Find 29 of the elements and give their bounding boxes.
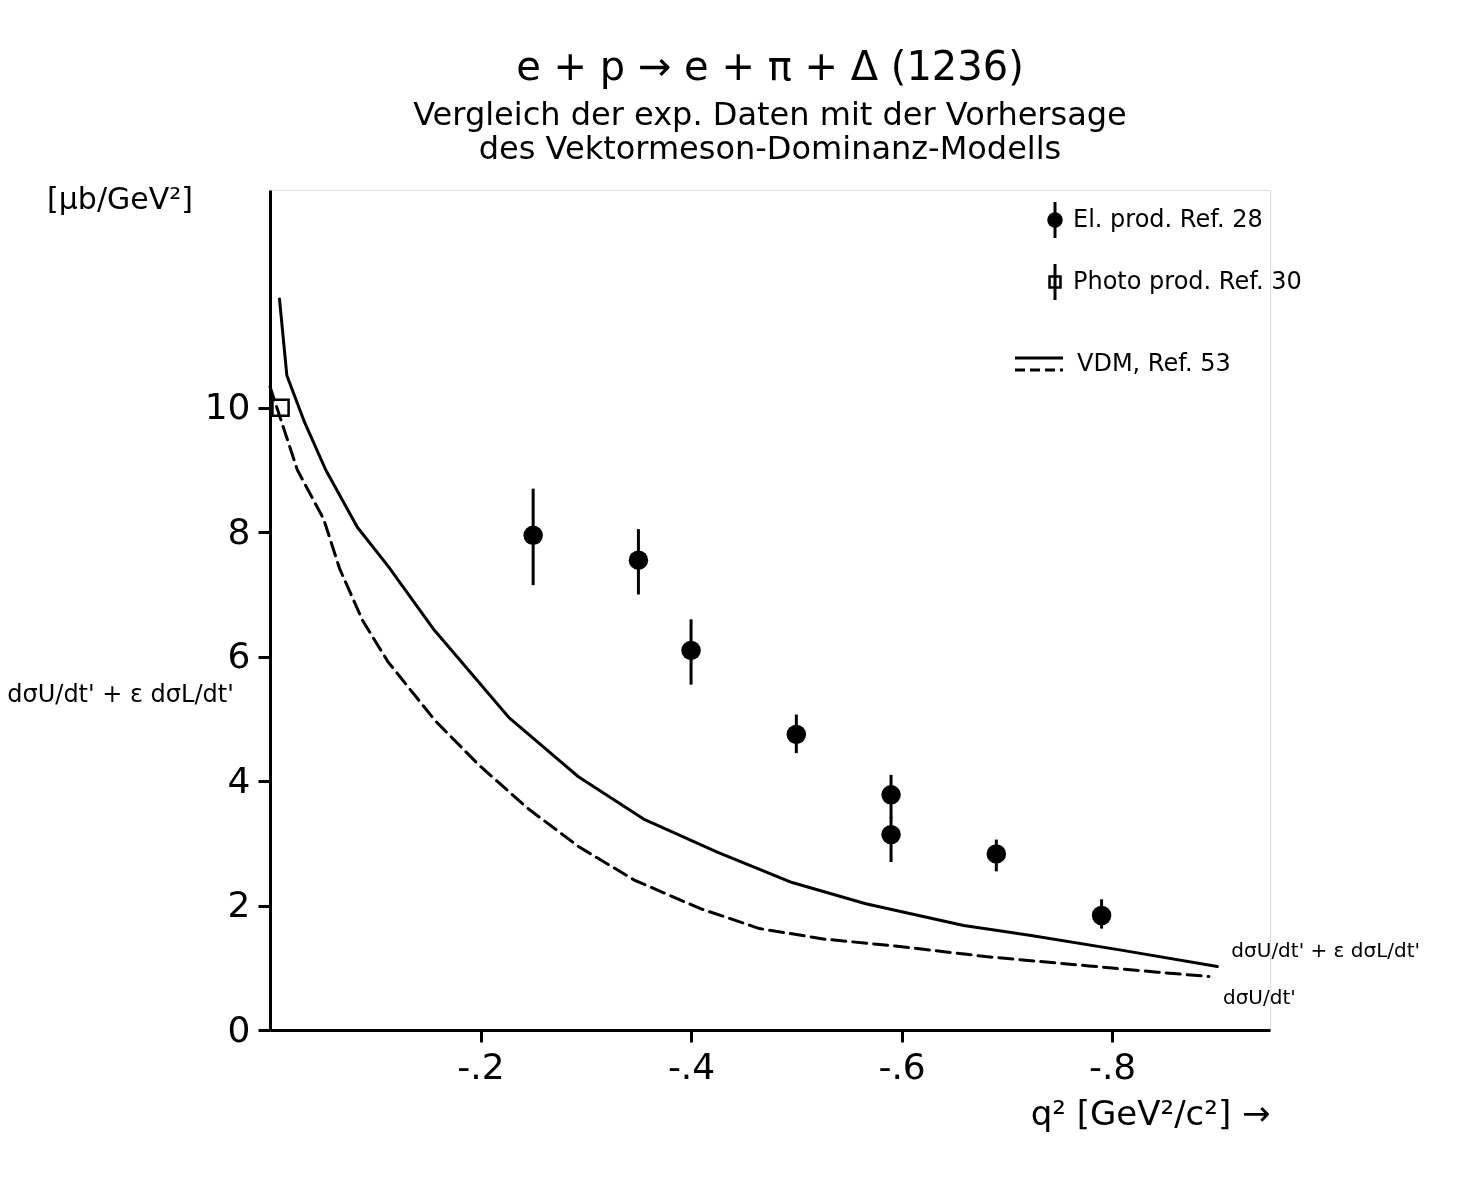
point [1091, 905, 1112, 926]
y-tick-label: 2 [227, 884, 251, 926]
point [523, 525, 543, 546]
legend-label: Photo prod. Ref. 30 [1073, 267, 1302, 295]
point [681, 640, 701, 661]
x-tick-label: -.8 [1088, 1045, 1137, 1087]
point [986, 844, 1007, 864]
y-tick-label: 10 [204, 386, 251, 428]
x-tick-label: -.6 [878, 1045, 926, 1087]
point [786, 724, 807, 745]
chart-title: e + p → e + π + Δ (1236) [516, 43, 1024, 89]
chart-subtitle: Vergleich der exp. Daten mit der Vorhersage des Vektormeson-Dominanz-Modells [413, 95, 1127, 167]
y-tick-label: 0 [227, 1008, 251, 1050]
series-label: dσU/dt' + ε dσL/dt' [1231, 937, 1421, 962]
annotation: VDM, Ref. 53 [1077, 349, 1231, 377]
point [881, 824, 901, 845]
y-tick-label: 4 [227, 759, 251, 801]
point [881, 785, 901, 805]
legend-label: El. prod. Ref. 28 [1073, 205, 1263, 233]
x-tick-label: -.4 [667, 1045, 716, 1087]
x-axis-title: q² [GeV²/c²] → [1030, 1092, 1271, 1133]
y-tick-label: 6 [227, 635, 251, 677]
y-tick-label: 8 [227, 510, 251, 552]
series-label: dσU/dt' [1222, 985, 1296, 1010]
point [271, 398, 290, 418]
text: [μb/GeV²] [47, 181, 193, 216]
y-axis-title: dσU/dt' + ε dσL/dt' [7, 679, 234, 708]
point [628, 550, 649, 570]
x-tick-label: -.2 [457, 1045, 505, 1087]
